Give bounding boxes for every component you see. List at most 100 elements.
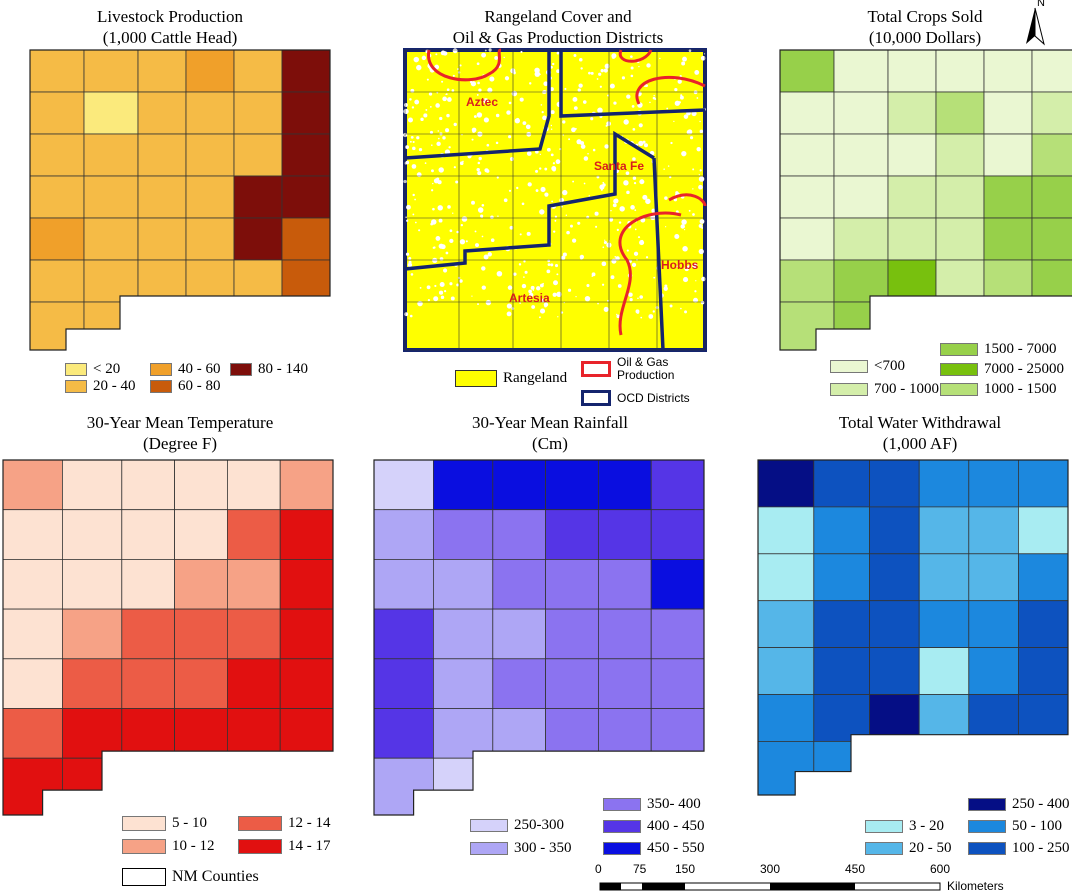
legend-swatch bbox=[940, 363, 978, 376]
non-rangeland-patch bbox=[631, 105, 635, 108]
crops-map bbox=[779, 49, 1072, 351]
county-region bbox=[185, 50, 235, 93]
non-rangeland-patch bbox=[679, 95, 684, 100]
non-rangeland-patch bbox=[481, 52, 487, 58]
county-region bbox=[935, 50, 985, 93]
non-rangeland-patch bbox=[429, 130, 434, 134]
county-region bbox=[233, 133, 283, 177]
non-rangeland-patch bbox=[556, 51, 560, 55]
non-rangeland-patch bbox=[588, 195, 590, 197]
non-rangeland-patch bbox=[485, 299, 492, 306]
non-rangeland-patch bbox=[431, 189, 434, 192]
county-region bbox=[281, 301, 330, 350]
non-rangeland-patch bbox=[634, 228, 637, 231]
non-rangeland-patch bbox=[586, 284, 590, 288]
county-region bbox=[433, 559, 494, 610]
non-rangeland-patch bbox=[681, 61, 686, 66]
non-rangeland-patch bbox=[495, 141, 499, 145]
legend-swatch bbox=[238, 816, 282, 831]
non-rangeland-patch bbox=[524, 270, 528, 274]
legend-swatch bbox=[455, 370, 497, 387]
non-rangeland-patch bbox=[673, 120, 675, 123]
county-region bbox=[545, 658, 599, 709]
non-rangeland-patch bbox=[437, 205, 443, 211]
county-region bbox=[279, 708, 333, 759]
county-region bbox=[492, 559, 547, 610]
non-rangeland-patch bbox=[571, 127, 576, 133]
county-region bbox=[935, 133, 985, 177]
non-rangeland-patch bbox=[409, 98, 412, 101]
non-rangeland-patch bbox=[701, 276, 706, 282]
non-rangeland-patch bbox=[552, 162, 556, 165]
non-rangeland-patch bbox=[678, 101, 681, 104]
county-region bbox=[983, 175, 1033, 219]
non-rangeland-patch bbox=[651, 208, 656, 213]
non-rangeland-patch bbox=[493, 104, 495, 107]
county-region bbox=[833, 91, 889, 135]
non-rangeland-patch bbox=[601, 283, 605, 286]
livestock-map bbox=[29, 49, 331, 351]
scale-bar: 0 75 150 300 450 600 Kilometers bbox=[595, 862, 1015, 894]
non-rangeland-patch bbox=[582, 100, 587, 104]
county-region bbox=[433, 509, 494, 560]
district-label-artesia: Artesia bbox=[509, 291, 550, 305]
non-rangeland-patch bbox=[477, 171, 482, 176]
non-rangeland-patch bbox=[532, 289, 535, 291]
legend-item: 350- 400 bbox=[603, 796, 701, 813]
county-region bbox=[545, 608, 599, 660]
non-rangeland-patch bbox=[562, 189, 568, 196]
ocd-district-boundary bbox=[652, 157, 665, 351]
non-rangeland-patch bbox=[538, 316, 541, 319]
county-region bbox=[233, 50, 283, 93]
non-rangeland-patch bbox=[698, 184, 703, 190]
non-rangeland-patch bbox=[549, 87, 554, 92]
non-rangeland-patch bbox=[519, 233, 522, 236]
non-rangeland-patch bbox=[425, 108, 428, 111]
county-region bbox=[137, 175, 187, 219]
county-region bbox=[887, 91, 937, 135]
non-rangeland-patch bbox=[483, 117, 489, 123]
scale-tick-label: 0 bbox=[595, 862, 602, 876]
county-region bbox=[3, 559, 63, 610]
non-rangeland-patch bbox=[574, 127, 577, 130]
non-rangeland-patch bbox=[503, 56, 505, 59]
non-rangeland-patch bbox=[436, 141, 441, 147]
non-rangeland-patch bbox=[522, 121, 527, 126]
county-region bbox=[968, 694, 1019, 742]
legend-item: 100 - 250 bbox=[968, 840, 1070, 857]
non-rangeland-patch bbox=[461, 133, 463, 136]
non-rangeland-patch bbox=[439, 116, 443, 121]
non-rangeland-patch bbox=[557, 316, 559, 318]
county-region bbox=[869, 506, 920, 555]
legend-item: Rangeland bbox=[455, 370, 567, 387]
non-rangeland-patch bbox=[442, 96, 447, 102]
non-rangeland-patch bbox=[573, 54, 577, 57]
non-rangeland-patch bbox=[406, 219, 409, 222]
county-region bbox=[833, 175, 889, 219]
county-region bbox=[597, 608, 652, 660]
non-rangeland-patch bbox=[423, 113, 428, 118]
non-rangeland-patch bbox=[539, 283, 544, 288]
non-rangeland-patch bbox=[663, 286, 668, 291]
non-rangeland-patch bbox=[596, 175, 600, 179]
non-rangeland-patch bbox=[516, 186, 519, 190]
non-rangeland-patch bbox=[544, 304, 547, 308]
county-region bbox=[281, 50, 330, 93]
non-rangeland-patch bbox=[453, 122, 457, 127]
non-rangeland-patch bbox=[551, 62, 555, 66]
non-rangeland-patch bbox=[459, 161, 464, 166]
county-region bbox=[597, 460, 652, 511]
non-rangeland-patch bbox=[438, 243, 444, 249]
non-rangeland-patch bbox=[699, 129, 704, 134]
county-region bbox=[83, 259, 139, 303]
county-region bbox=[3, 608, 63, 660]
non-rangeland-patch bbox=[476, 112, 483, 118]
non-rangeland-patch bbox=[543, 81, 549, 87]
non-rangeland-patch bbox=[550, 110, 555, 115]
non-rangeland-patch bbox=[643, 143, 648, 148]
non-rangeland-patch bbox=[572, 180, 575, 183]
rainfall-map bbox=[373, 459, 705, 816]
legend-item: 14 - 17 bbox=[238, 838, 331, 855]
non-rangeland-patch bbox=[554, 219, 557, 222]
non-rangeland-patch bbox=[418, 229, 421, 232]
